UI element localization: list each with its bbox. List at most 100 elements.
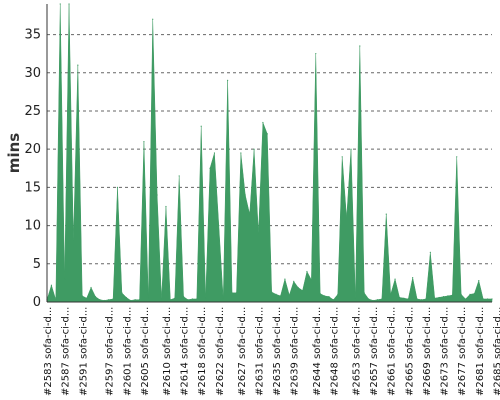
- data-point: [112, 298, 114, 300]
- y-tick-label: 5: [33, 257, 41, 272]
- data-point: [72, 240, 75, 242]
- data-point: [209, 167, 211, 169]
- data-point: [187, 299, 189, 301]
- x-tick-label: #2614 sofa-ci-d...: [180, 307, 191, 396]
- x-tick-label: #2618 sofa-ci-d...: [197, 307, 208, 396]
- data-point: [240, 152, 242, 154]
- data-point: [398, 296, 401, 299]
- data-point: [266, 133, 268, 135]
- x-tick-label: #2583 sofa-ci-d...: [43, 307, 54, 396]
- data-point: [416, 298, 418, 300]
- data-point: [275, 293, 277, 295]
- data-point: [271, 291, 273, 293]
- y-tick-label: 10: [24, 219, 41, 234]
- x-tick-label: #2644 sofa-ci-d...: [312, 307, 323, 396]
- data-point: [130, 299, 132, 302]
- data-point: [293, 280, 295, 282]
- y-tick-label: 30: [24, 66, 41, 81]
- y-tick-label: 15: [24, 180, 41, 195]
- data-point: [244, 194, 246, 196]
- data-point: [372, 299, 374, 302]
- data-point: [99, 299, 101, 301]
- data-point: [253, 148, 255, 150]
- x-tick-label: #2669 sofa-ci-d...: [422, 307, 433, 396]
- data-point: [328, 296, 330, 298]
- x-tick-label: #2631 sofa-ci-d...: [254, 307, 265, 396]
- data-point: [50, 284, 53, 286]
- x-tick-label: #2601 sofa-ci-d...: [122, 307, 133, 396]
- data-point: [464, 298, 467, 300]
- data-point: [425, 298, 427, 300]
- data-point: [301, 289, 304, 292]
- x-tick-label: #2605 sofa-ci-d...: [140, 307, 151, 396]
- data-point: [434, 297, 436, 299]
- data-point: [341, 156, 343, 158]
- y-tick-label: 35: [24, 28, 41, 43]
- data-point: [81, 295, 83, 297]
- x-tick-label: #2681 sofa-ci-d...: [475, 307, 486, 396]
- data-point: [337, 293, 339, 295]
- data-point: [169, 299, 171, 301]
- data-point: [138, 299, 141, 301]
- data-point: [442, 296, 445, 298]
- data-point: [478, 280, 480, 282]
- data-point: [116, 186, 119, 188]
- data-point: [191, 298, 193, 300]
- x-tick-label: #2587 sofa-ci-d...: [61, 307, 72, 396]
- area-series: [46, 3, 493, 303]
- data-point: [196, 298, 198, 300]
- data-point: [447, 295, 449, 297]
- data-point: [381, 298, 383, 300]
- data-point: [59, 3, 61, 5]
- data-point: [350, 148, 352, 150]
- data-point: [68, 3, 70, 5]
- data-point: [368, 298, 370, 300]
- x-tick-label: #2639 sofa-ci-d...: [290, 307, 301, 396]
- data-point: [152, 18, 154, 20]
- x-tick-label: #2665 sofa-ci-d...: [404, 307, 415, 396]
- data-point: [249, 213, 251, 215]
- data-point: [108, 299, 110, 301]
- x-tick-label: #2591 sofa-ci-d...: [78, 307, 89, 396]
- y-tick-label: 20: [24, 142, 41, 157]
- data-point: [288, 294, 290, 296]
- x-tick-label: #2635 sofa-ci-d...: [272, 307, 283, 396]
- data-point: [213, 152, 216, 154]
- data-point: [438, 296, 440, 299]
- data-point: [376, 299, 379, 301]
- data-point: [332, 299, 334, 301]
- y-tick-label: 0: [33, 295, 41, 310]
- x-tick-label: #2685 sofa-ci-d...: [492, 307, 500, 396]
- data-point: [160, 298, 163, 300]
- data-point: [222, 298, 224, 300]
- y-axis-label: mins: [5, 133, 23, 173]
- x-tick-label: #2627 sofa-ci-d...: [237, 307, 248, 396]
- data-point: [231, 292, 233, 294]
- x-tick-label: #2657 sofa-ci-d...: [369, 307, 380, 396]
- x-tick-label: #2648 sofa-ci-d...: [329, 307, 340, 396]
- data-point: [156, 194, 158, 196]
- data-point: [354, 297, 357, 299]
- x-tick-label: #2610 sofa-ci-d...: [162, 307, 173, 396]
- data-point: [469, 293, 471, 295]
- x-tick-label: #2673 sofa-ci-d...: [440, 307, 451, 396]
- y-tick-labels: 0 5 10 15 20 25 30 35: [24, 28, 41, 310]
- data-point: [64, 278, 66, 280]
- data-point: [235, 292, 238, 294]
- data-point: [456, 156, 458, 158]
- data-point: [262, 121, 264, 124]
- data-point: [174, 297, 176, 299]
- x-tick-label: #2677 sofa-ci-d...: [457, 307, 468, 396]
- data-point: [451, 294, 453, 296]
- data-point: [200, 125, 202, 127]
- data-point: [121, 292, 123, 294]
- axes: [46, 4, 492, 303]
- x-tick-label: #2597 sofa-ci-d...: [105, 307, 116, 396]
- data-point: [319, 292, 321, 295]
- data-point: [125, 296, 127, 299]
- data-point: [279, 295, 282, 297]
- data-point: [297, 286, 299, 289]
- data-point: [315, 53, 317, 55]
- data-point: [143, 140, 145, 143]
